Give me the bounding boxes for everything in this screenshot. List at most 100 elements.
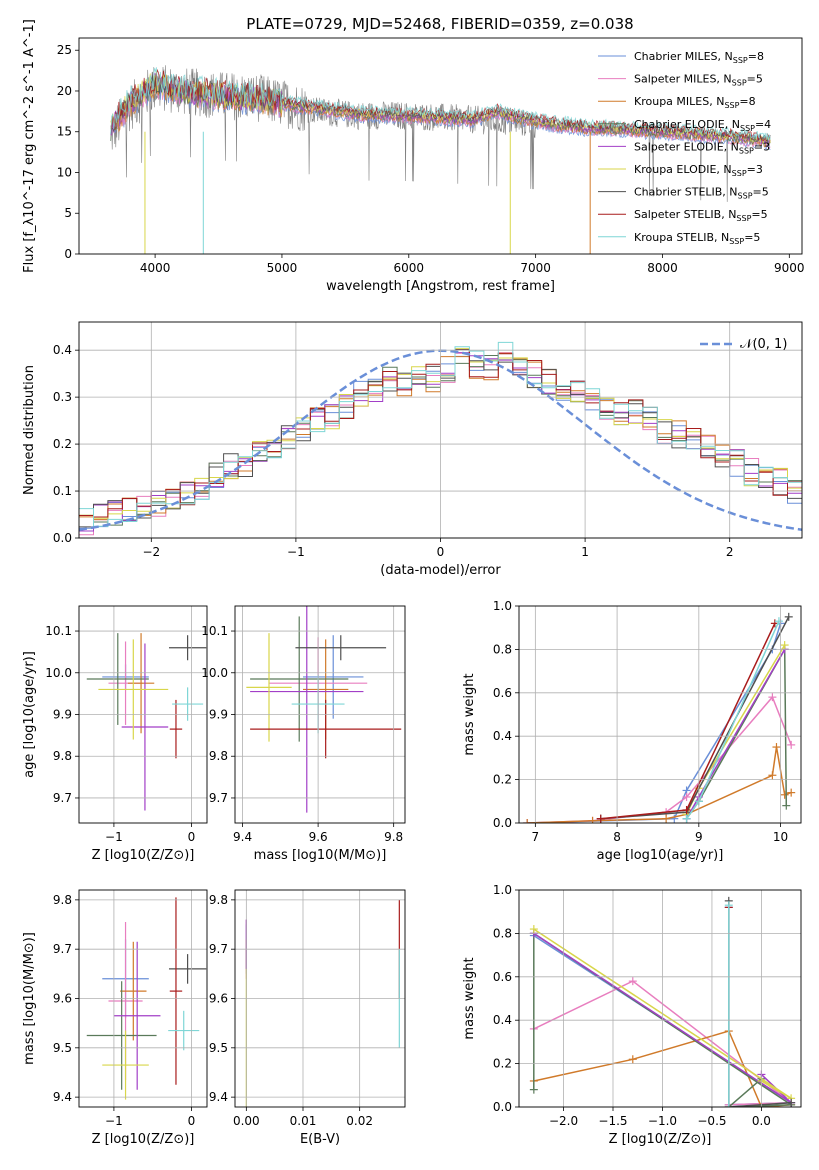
y-tick-label: 9.9 — [209, 708, 228, 722]
legend-label: Salpeter ELODIE, NSSP=3 — [634, 140, 770, 155]
plot-area — [246, 606, 402, 813]
y-tick-label: 15 — [57, 125, 72, 139]
x-tick-label: −1.0 — [648, 1114, 677, 1128]
axes-mass-vs-EBV: 0.00 0.01 0.02 9.4 9.5 9.6 9.7 9.8 E(B-V) — [209, 889, 406, 1147]
y-tick-label: 0.3 — [53, 390, 72, 404]
legend-subscript: SSP — [739, 146, 754, 155]
weight-line — [685, 649, 786, 820]
y-tick-label: 0.0 — [53, 531, 72, 545]
y-tick-label: 1.0 — [493, 883, 512, 897]
axes-frame — [234, 889, 406, 1108]
x-tick-label: 8000 — [647, 261, 678, 275]
axes-frame — [234, 605, 406, 824]
y-axis-label: mass weight — [462, 957, 477, 1039]
legend-label: Kroupa ELODIE, NSSP=3 — [634, 163, 763, 178]
y-tick-label: 20 — [57, 84, 72, 98]
legend-count: =5 — [747, 73, 763, 86]
plot-area — [529, 896, 796, 1107]
axes-age-vs-mass: 9.4 9.6 9.8 9.7 9.8 9.9 10.0 10.1 mass [log10(M/… — [201, 605, 406, 863]
x-axis-label: (data-model)/error — [380, 563, 501, 578]
x-tick-label: −0.5 — [697, 1114, 726, 1128]
y-tick-label: 9.4 — [53, 1090, 72, 1104]
legend-count: =3 — [747, 163, 763, 176]
y-tick-label: 10.0 — [45, 666, 72, 680]
y-tick-label: 0.6 — [493, 970, 512, 984]
x-tick-label: −1 — [287, 545, 305, 559]
weight-line — [685, 620, 780, 820]
y-tick-label: 9.9 — [53, 708, 72, 722]
axes-frame — [78, 321, 803, 539]
x-axis-label: E(B-V) — [300, 1132, 340, 1147]
legend-subscript: SSP — [736, 214, 751, 223]
y-tick-label: 5 — [64, 206, 72, 220]
x-axis-label: age [log10(age/yr)] — [597, 848, 724, 863]
y-tick-label: 0.2 — [53, 437, 72, 451]
y-tick-label: 9.6 — [53, 992, 72, 1006]
legend-label: Kroupa MILES, NSSP=8 — [634, 95, 756, 110]
x-tick-label: 0 — [437, 545, 445, 559]
x-tick-label: 9.6 — [309, 830, 328, 844]
legend: Chabrier MILES, NSSP=8 Salpeter MILES, NS… — [598, 50, 771, 246]
y-tick-label: 9.4 — [209, 1090, 228, 1104]
y-tick-label: 9.7 — [209, 942, 228, 956]
legend-count: =4 — [755, 118, 771, 131]
y-tick-label: 9.7 — [53, 942, 72, 956]
x-tick-label: 0.01 — [290, 1114, 317, 1128]
x-axis-label: mass [log10(M/M⊙)] — [254, 848, 387, 863]
y-tick-label: 10.0 — [201, 666, 228, 680]
y-tick-label: 9.7 — [53, 791, 72, 805]
y-tick-label: 9.8 — [209, 749, 228, 763]
legend-count: =5 — [744, 231, 760, 244]
x-tick-label: 9.8 — [384, 830, 403, 844]
y-tick-label: 0 — [64, 247, 72, 261]
axes-frame — [78, 605, 208, 824]
y-tick-label: 0.2 — [493, 773, 512, 787]
y-axis-label: Flux [f_λ10^-17 erg cm^-2 s^-1 A^-1] — [22, 19, 37, 273]
x-axis-label: Z [log10(Z/Z⊙)] — [92, 848, 195, 863]
x-tick-label: −1 — [105, 830, 123, 844]
y-tick-label: 0.4 — [53, 343, 72, 357]
plot-area — [245, 899, 400, 1107]
legend-label: Salpeter STELIB, NSSP=5 — [634, 208, 768, 223]
plot-area — [86, 897, 207, 1100]
plot-area — [523, 612, 796, 823]
y-tick-label: 9.7 — [209, 791, 228, 805]
axes-frame — [78, 889, 208, 1108]
model-spectrum — [110, 67, 771, 141]
y-tick-label: 9.8 — [53, 893, 72, 907]
legend-label: Chabrier MILES, NSSP=8 — [634, 50, 764, 65]
x-tick-label: 10 — [773, 830, 788, 844]
x-axis-label: wavelength [Angstrom, rest frame] — [326, 279, 555, 294]
y-tick-label: 25 — [57, 43, 72, 57]
legend-label: 𝒩(0, 1) — [740, 337, 787, 352]
x-tick-label: 8 — [613, 830, 621, 844]
x-tick-label: −2.0 — [549, 1114, 578, 1128]
legend-subscript: SSP — [732, 79, 747, 88]
x-tick-label: −1 — [105, 1114, 123, 1128]
axes-frame — [78, 37, 803, 255]
x-tick-label: 0.02 — [346, 1114, 373, 1128]
x-tick-label: 5000 — [267, 261, 298, 275]
x-tick-label: 2 — [726, 545, 734, 559]
legend-subscript: SSP — [740, 124, 755, 133]
legend-count: =8 — [739, 95, 755, 108]
y-tick-label: 9.5 — [209, 1041, 228, 1055]
x-tick-label: 7 — [532, 830, 540, 844]
y-tick-label: 0.4 — [493, 729, 512, 743]
figure-title: PLATE=0729, MJD=52468, FIBERID=0359, z=0… — [246, 15, 633, 33]
x-tick-label: 0.00 — [233, 1114, 260, 1128]
legend-label: Salpeter MILES, NSSP=5 — [634, 73, 763, 88]
y-axis-label: mass weight — [462, 673, 477, 755]
axes-weight-vs-age: 7 8 9 10 0.0 0.2 0.4 0.6 0.8 1.0 age [log10(age/yr… — [462, 599, 802, 863]
y-tick-label: 10 — [57, 165, 72, 179]
y-tick-label: 1.0 — [493, 599, 512, 613]
x-tick-label: 9000 — [774, 261, 805, 275]
y-tick-label: 0.1 — [53, 484, 72, 498]
legend-subscript: SSP — [729, 237, 744, 246]
legend-count: =5 — [753, 186, 769, 199]
legend-count: =3 — [754, 140, 770, 153]
y-tick-label: 9.8 — [209, 893, 228, 907]
y-tick-label: 9.8 — [53, 749, 72, 763]
legend: 𝒩(0, 1) — [700, 337, 787, 352]
